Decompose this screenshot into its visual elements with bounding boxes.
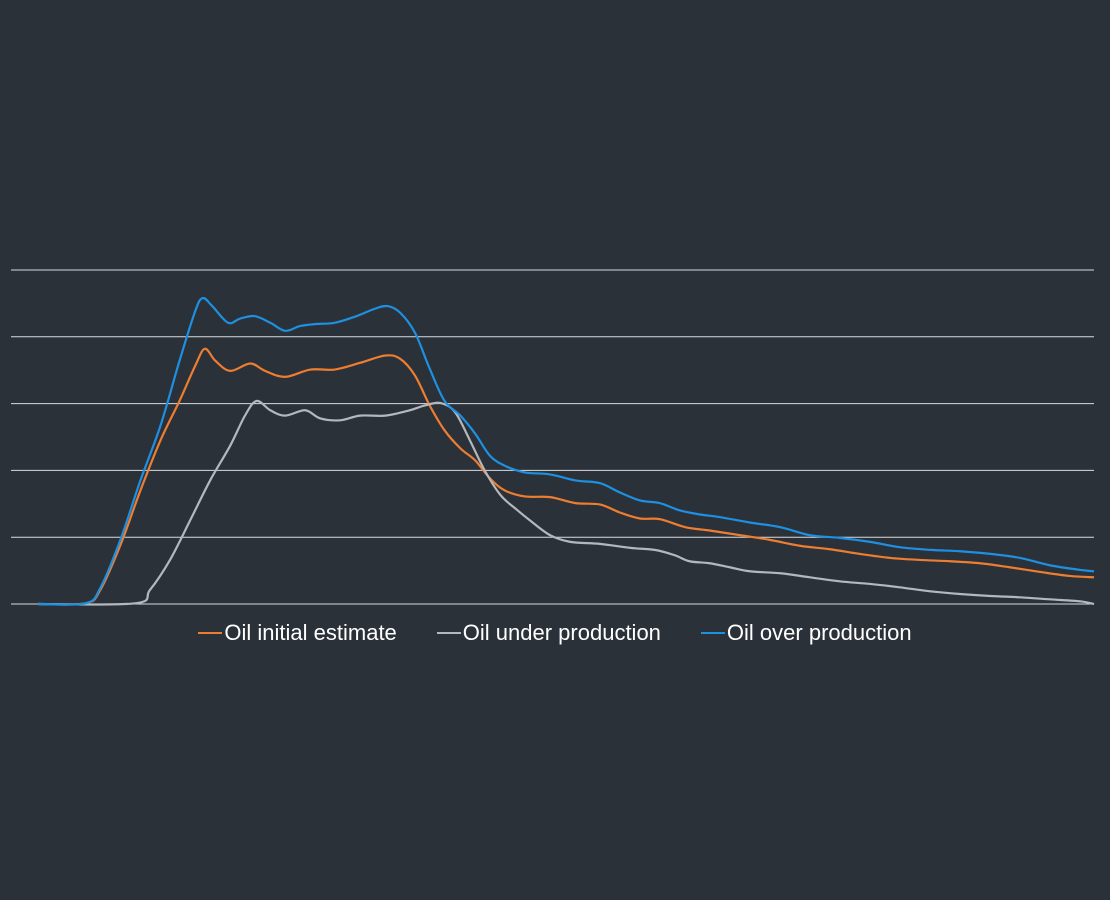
series-lines xyxy=(37,296,1095,606)
legend-label: Oil under production xyxy=(462,620,661,645)
legend-label: Oil initial estimate xyxy=(224,620,397,645)
legend-label: Oil over production xyxy=(726,620,912,645)
legend-swatch xyxy=(198,632,223,634)
legend-swatch xyxy=(700,632,725,634)
legend-item-initial-estimate: Oil initial estimate xyxy=(198,620,397,646)
legend-swatch xyxy=(436,632,461,634)
series-line-oil-under-production xyxy=(37,399,1095,606)
legend: Oil initial estimate Oil under productio… xyxy=(0,620,1110,646)
legend-item-under-production: Oil under production xyxy=(436,620,661,646)
legend-item-over-production: Oil over production xyxy=(700,620,912,646)
series-line-oil-initial-estimate xyxy=(37,347,1095,606)
gridlines xyxy=(11,269,1094,605)
series-line-oil-over-production xyxy=(37,296,1095,606)
